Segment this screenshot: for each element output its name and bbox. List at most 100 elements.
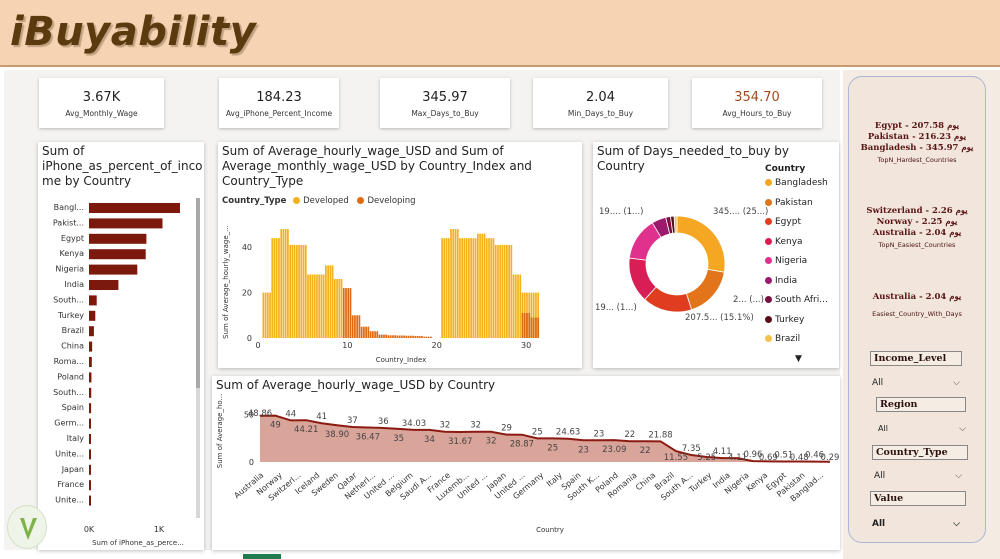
bar	[320, 274, 323, 338]
pie-slice	[676, 215, 726, 273]
bar	[89, 203, 180, 213]
legend-label: Pakistan	[775, 197, 813, 208]
iphone-percent-income-card[interactable]: Sum of iPhone_as_percent_of_inco me by C…	[38, 142, 204, 550]
bar	[280, 229, 283, 338]
kpi-max-days-to-buy[interactable]: 345.97 Max_Days_to_Buy	[380, 78, 510, 128]
chart-title-line: Country_Type	[222, 174, 304, 188]
data-label: 44.21	[294, 425, 318, 435]
x-tick-label: Kenya	[745, 471, 770, 494]
bar	[537, 292, 540, 338]
bar	[405, 335, 408, 338]
legend-dot-icon	[765, 198, 772, 206]
legend-label: Egypt	[775, 217, 801, 227]
bar	[354, 315, 356, 338]
best-country-caption: Easiest_Country_With_Days	[872, 310, 962, 318]
legend-label: Bangladesh	[775, 178, 828, 188]
category-label: Bangl...	[54, 203, 84, 212]
slicer-value-label: Value	[870, 491, 966, 506]
bar	[367, 326, 370, 338]
kpi-label: Avg_iPhone_Percent_Income	[225, 109, 333, 118]
bar	[514, 274, 517, 338]
bar	[497, 244, 499, 338]
donut-chart-svg: 345.... (25...) 2... (...) 207.5... (15.1%…	[595, 207, 768, 323]
legend-scroll-down-icon[interactable]: ▼	[795, 353, 802, 364]
data-label: 23.09	[602, 445, 626, 455]
bar	[313, 274, 316, 338]
x-tick-label: 0K	[84, 525, 95, 534]
slicer-income-level-label: Income_Level	[870, 351, 962, 366]
bar	[490, 238, 493, 338]
data-label: 38.90	[325, 430, 349, 440]
wage-by-index-card[interactable]: Sum of Average_hourly_wage_USD and Sum o…	[218, 142, 582, 368]
slicer-value-dropdown[interactable]: All ⌵	[868, 515, 964, 533]
data-label: 0.46	[805, 451, 824, 461]
easiest-caption: TopN_Easiest_Countries	[878, 241, 956, 249]
legend-item[interactable]: India	[765, 276, 828, 296]
legend-item[interactable]: Turkey	[765, 315, 828, 335]
legend-item[interactable]: South Afri...	[765, 295, 828, 315]
bar	[535, 317, 537, 338]
bar	[287, 229, 289, 338]
legend-item[interactable]: Egypt	[765, 217, 828, 237]
bar	[479, 233, 481, 338]
category-label: Italy	[67, 434, 85, 443]
legend-item[interactable]: Pakistan	[765, 198, 828, 218]
legend-item-developing[interactable]: Developing	[367, 196, 416, 206]
bar	[89, 280, 119, 290]
bar	[89, 464, 91, 475]
kpi-avg-iphone-percent-income[interactable]: 184.23 Avg_iPhone_Percent_Income	[219, 78, 339, 128]
bar	[89, 310, 96, 321]
legend-item[interactable]: Bangladesh	[765, 178, 828, 198]
legend-item-developed[interactable]: Developed	[303, 196, 349, 206]
category-label: France	[57, 480, 84, 489]
bar	[526, 313, 528, 338]
wage-by-country-card[interactable]: Sum of Average_hourly_wage_USD by Countr…	[212, 376, 840, 550]
legend-item[interactable]: Brazil	[765, 334, 828, 354]
bar	[392, 335, 394, 338]
legend-item[interactable]: Nigeria	[765, 256, 828, 276]
bar	[89, 295, 97, 306]
right-panel-frame	[848, 76, 986, 543]
kpi-min-days-to-buy[interactable]: 2.04 Min_Days_to_Buy	[533, 78, 668, 128]
bar	[394, 335, 397, 338]
bar	[501, 244, 504, 338]
chevron-down-icon: ⌵	[953, 378, 960, 388]
slicer-income-level-dropdown[interactable]: All ⌵	[868, 374, 964, 392]
kpi-avg-monthly-wage[interactable]: 3.67K Avg_Monthly_Wage	[39, 78, 164, 128]
bar	[389, 335, 392, 338]
slicer-value: All	[872, 378, 884, 388]
bar	[508, 244, 510, 338]
bar	[327, 265, 329, 338]
slicer-region-label: Region	[876, 397, 966, 412]
bar	[532, 317, 535, 338]
category-label: Egypt	[61, 234, 84, 243]
category-label: Unite...	[55, 496, 84, 505]
days-to-buy-donut-card[interactable]: Sum of Days_needed_to_buy by Country 345…	[593, 142, 839, 368]
slicer-region-dropdown[interactable]: All ⌵	[874, 420, 970, 438]
slicer-value: All	[872, 519, 886, 529]
legend-label: Kenya	[775, 236, 803, 247]
slicer-country-type-dropdown[interactable]: All ⌵	[870, 467, 966, 485]
bar	[89, 495, 91, 506]
page-tab[interactable]	[243, 554, 281, 559]
legend-item[interactable]: Kenya	[765, 237, 828, 257]
data-label: 32	[439, 421, 450, 431]
category-label: Nigeria	[55, 265, 84, 274]
area-line	[259, 414, 831, 463]
category-label: Brazil	[62, 326, 84, 335]
legend-dot-icon	[765, 179, 772, 186]
bar	[311, 274, 314, 338]
bar	[454, 229, 457, 338]
bar	[421, 335, 423, 338]
x-tick-label: 30	[521, 341, 531, 350]
bar	[485, 238, 488, 338]
bar	[398, 335, 401, 338]
bar	[340, 279, 343, 338]
bar	[291, 244, 294, 338]
kpi-avg-hours-to-buy[interactable]: 354.70 Avg_Hours_to_Buy	[692, 78, 822, 128]
category-label: Spain	[62, 403, 84, 412]
bar	[519, 274, 522, 338]
bar	[347, 288, 350, 338]
bar	[271, 238, 274, 338]
